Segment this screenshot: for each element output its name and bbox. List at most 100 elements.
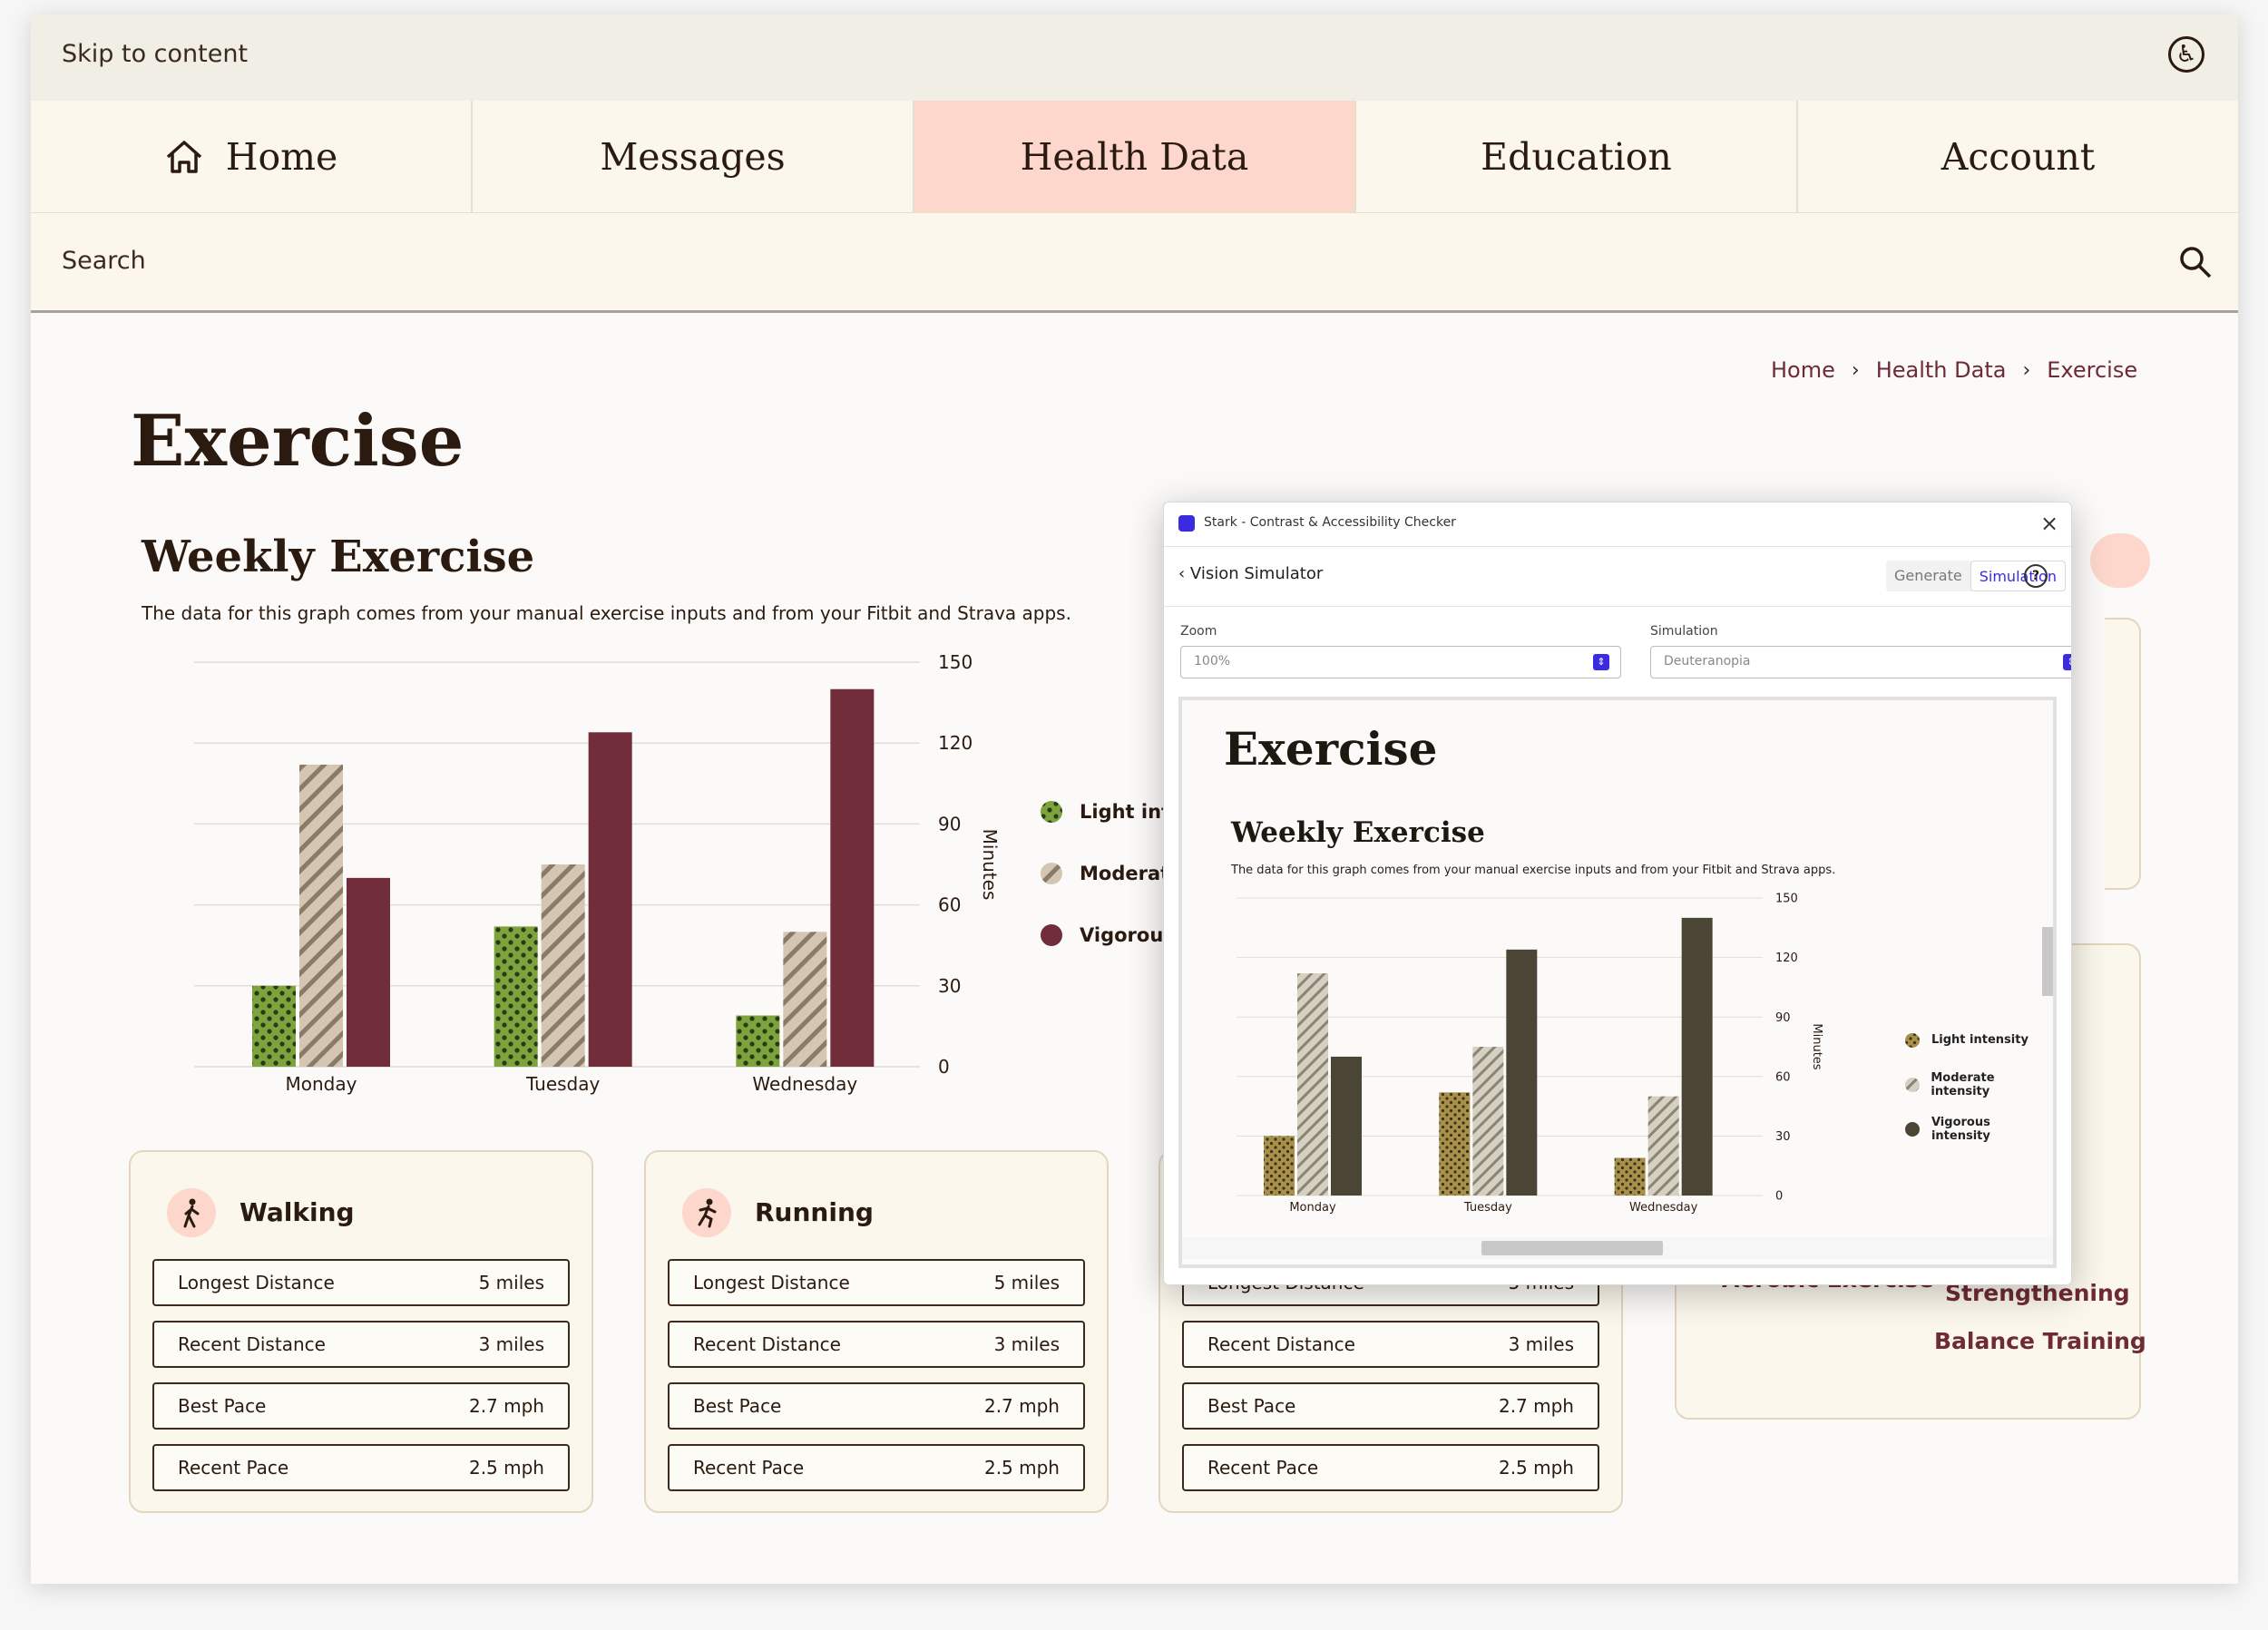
balance-training-link[interactable]: Balance Training: [1934, 1328, 2146, 1354]
preview-legend-label: Light intensity: [1931, 1033, 2028, 1047]
accessibility-icon[interactable]: ♿: [2168, 36, 2204, 73]
stat-value: 5 miles: [478, 1272, 544, 1293]
stat-value: 2.5 mph: [983, 1457, 1060, 1479]
x-tick-label: Tuesday: [525, 1073, 601, 1095]
search-icon[interactable]: [2177, 244, 2214, 280]
main-nav: Home Messages Health Data Education Acco…: [31, 101, 2238, 213]
preview-chart-title: Weekly Exercise: [1231, 816, 1485, 849]
decorative-badge: [2090, 533, 2150, 588]
close-icon[interactable]: ×: [2040, 511, 2059, 536]
zoom-select[interactable]: 100% ⇕: [1180, 646, 1621, 678]
breadcrumb: Home › Health Data › Exercise: [1771, 357, 2137, 383]
y-tick-label: 90: [938, 813, 961, 835]
y-tick-label: 150: [938, 651, 973, 673]
page-title: Exercise: [131, 400, 464, 483]
skip-to-content-link[interactable]: Skip to content: [62, 40, 249, 68]
stark-app-name: Stark - Contrast & Accessibility Checker: [1204, 515, 1456, 530]
x-tick-label: Tuesday: [1463, 1201, 1512, 1215]
stat-value: 3 miles: [993, 1333, 1060, 1355]
stark-plugin-panel: Stark - Contrast & Accessibility Checker…: [1163, 502, 2072, 1285]
nav-messages-label: Messages: [600, 134, 786, 179]
stat-row: Best Pace 2.7 mph: [1182, 1382, 1599, 1430]
bar-tuesday-2: [1506, 949, 1538, 1196]
nav-account[interactable]: Account: [1798, 101, 2238, 212]
vertical-scrollbar[interactable]: [2042, 927, 2053, 996]
y-tick-label: 120: [938, 732, 973, 754]
nav-health-data-label: Health Data: [1020, 134, 1249, 179]
stat-label: Best Pace: [178, 1395, 267, 1417]
simulation-preview: Exercise Weekly Exercise The data for th…: [1178, 697, 2057, 1268]
walking-card: Walking Longest Distance 5 miles Recent D…: [129, 1150, 593, 1513]
running-icon: [682, 1188, 731, 1237]
chart-legend: Light inte Moderate Vigorous: [1040, 781, 1183, 966]
bar-tuesday-1: [1472, 1047, 1504, 1196]
stat-label: Recent Distance: [1207, 1333, 1355, 1355]
nav-health-data[interactable]: Health Data: [914, 101, 1356, 212]
bar-tuesday-0: [494, 926, 538, 1067]
stat-label: Best Pace: [693, 1395, 782, 1417]
x-tick-label: Monday: [1289, 1201, 1336, 1215]
bar-wednesday-0: [1614, 1157, 1646, 1196]
legend-item-moderate: Moderate: [1040, 843, 1183, 904]
preview-legend-moderate: Moderate intensity: [1904, 1062, 2053, 1107]
back-button[interactable]: ‹ Vision Simulator: [1178, 564, 1324, 583]
nav-messages[interactable]: Messages: [473, 101, 914, 212]
light-swatch-icon: [1041, 801, 1062, 823]
bar-monday-2: [347, 877, 390, 1067]
home-icon: [166, 140, 201, 173]
y-tick-label: 120: [1775, 952, 1798, 965]
bar-tuesday-0: [1439, 1092, 1471, 1196]
back-label: Vision Simulator: [1189, 564, 1324, 583]
stark-header: Stark - Contrast & Accessibility Checker…: [1164, 503, 2071, 547]
chart-title: Weekly Exercise: [142, 532, 535, 582]
stat-row: Best Pace 2.7 mph: [152, 1382, 570, 1430]
simulation-select[interactable]: Deuteranopia ⇕: [1650, 646, 2071, 678]
stat-row: Best Pace 2.7 mph: [668, 1382, 1085, 1430]
stat-label: Longest Distance: [693, 1272, 850, 1293]
bar-monday-2: [1331, 1056, 1362, 1196]
preview-legend-label: Moderate intensity: [1931, 1070, 1995, 1098]
stat-row: Recent Distance 3 miles: [1182, 1321, 1599, 1368]
preview-chart-subtitle: The data for this graph comes from your …: [1231, 864, 1836, 877]
stat-value: 3 miles: [478, 1333, 544, 1355]
preview-legend-light: Light intensity: [1904, 1018, 2053, 1062]
breadcrumb-home[interactable]: Home: [1771, 357, 1835, 383]
moderate-swatch-icon: [1905, 1077, 1920, 1092]
bar-monday-1: [1297, 973, 1328, 1196]
walking-icon: [167, 1188, 216, 1237]
breadcrumb-exercise[interactable]: Exercise: [2047, 357, 2138, 383]
stat-value: 2.7 mph: [983, 1395, 1060, 1417]
bar-wednesday-0: [736, 1015, 780, 1067]
card-title: Running: [755, 1197, 874, 1227]
search-input[interactable]: [62, 240, 2103, 280]
nav-education-label: Education: [1481, 134, 1672, 179]
tab-generate[interactable]: Generate: [1894, 567, 1962, 584]
stat-label: Recent Pace: [693, 1457, 805, 1479]
vigorous-swatch-icon: [1905, 1121, 1920, 1137]
legend-item-light: Light inte: [1040, 781, 1183, 843]
help-icon[interactable]: ?: [2024, 564, 2048, 588]
stat-label: Recent Pace: [178, 1457, 289, 1479]
y-tick-label: 60: [938, 894, 961, 916]
skip-bar: Skip to content ♿: [31, 15, 2238, 101]
bar-wednesday-2: [830, 688, 875, 1067]
side-card-top: [2105, 618, 2141, 890]
y-tick-label: 90: [1775, 1011, 1791, 1025]
y-tick-label: 0: [938, 1056, 950, 1078]
legend-label-vigorous: Vigorous: [1080, 924, 1175, 946]
nav-education[interactable]: Education: [1356, 101, 1798, 212]
bar-monday-0: [1264, 1136, 1295, 1196]
stat-label: Recent Pace: [1207, 1457, 1319, 1479]
stat-value: 5 miles: [993, 1272, 1060, 1293]
stat-row: Recent Pace 2.5 mph: [668, 1444, 1085, 1491]
y-axis-label: Minutes: [1810, 1023, 1823, 1069]
nav-home[interactable]: Home: [31, 101, 473, 212]
preview-legend: Light intensity Moderate intensity Vigor…: [1904, 1018, 2053, 1151]
y-tick-label: 150: [1775, 893, 1798, 906]
horizontal-scrollbar[interactable]: [1481, 1241, 1663, 1255]
tab-simulation[interactable]: Simulation: [1970, 561, 2066, 591]
breadcrumb-health-data[interactable]: Health Data: [1875, 357, 2007, 383]
stat-row: Recent Pace 2.5 mph: [152, 1444, 570, 1491]
stat-label: Longest Distance: [178, 1272, 335, 1293]
zoom-label: Zoom: [1180, 624, 1217, 639]
